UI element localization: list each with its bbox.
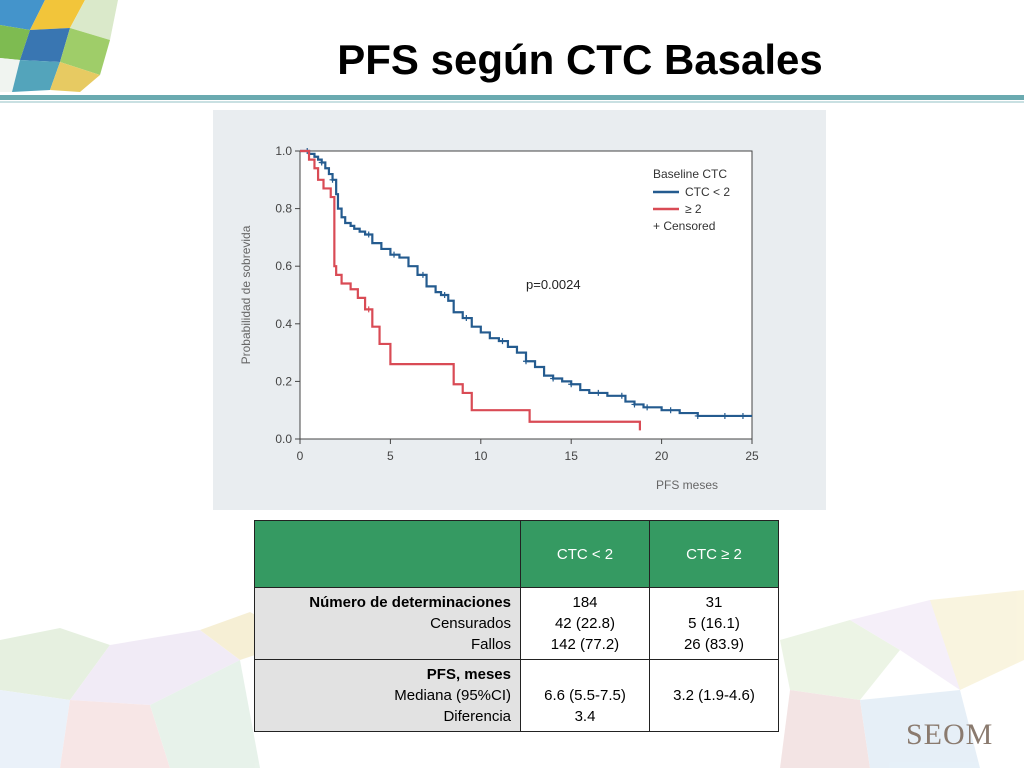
cell-value: 3.2 (1.9-4.6)	[673, 687, 755, 704]
y-tick-label: 0.2	[275, 374, 292, 388]
x-tick-label: 0	[297, 449, 304, 463]
cell-value: 5 (16.1)	[688, 615, 740, 632]
x-tick-label: 20	[655, 449, 669, 463]
seom-logo: SEOM	[906, 718, 994, 751]
survival-curve-ctc-ge2	[300, 149, 642, 431]
header-empty	[254, 520, 521, 588]
censored-mark	[523, 358, 529, 365]
title-divider-light	[0, 101, 1024, 103]
cell-value: 142 (77.2)	[550, 636, 620, 653]
censored-mark	[644, 404, 651, 411]
table-header-row: CTC < 2 CTC ≥ 2	[254, 520, 779, 588]
censored-mark	[667, 407, 674, 414]
cell-value: 31	[705, 594, 723, 611]
x-tick-label: 5	[387, 449, 394, 463]
table-row: Número de determinaciones Censurados Fal…	[254, 587, 779, 660]
cell-value: 26 (83.9)	[683, 636, 745, 653]
plot-area	[299, 150, 753, 440]
legend-censored: + Censored	[653, 219, 715, 233]
km-chart: 0.0 0.2 0.4 0.6 0.8 1.0 0 5 10 15 20 25 PFS meses Pro…	[213, 110, 826, 510]
table-row: PFS, meses Mediana (95%CI) Diferencia 6.…	[254, 659, 779, 732]
cell-value	[523, 664, 647, 685]
cell-value	[652, 706, 776, 727]
censored-mark	[694, 412, 701, 419]
censored-mark	[618, 392, 625, 399]
y-tick-label: 1.0	[275, 144, 292, 158]
title-divider	[0, 95, 1024, 100]
label-pfs-meses: PFS, meses	[426, 666, 511, 683]
y-tick-label: 0.4	[275, 317, 292, 331]
row-labels: Número de determinaciones Censurados Fal…	[254, 587, 521, 660]
censored-mark	[441, 292, 448, 298]
censored-mark	[365, 306, 372, 313]
x-tick-label: 15	[565, 449, 579, 463]
label-diferencia: Diferencia	[443, 708, 511, 725]
censored-mark	[631, 401, 638, 408]
label-censurados: Censurados	[430, 615, 511, 632]
censored-mark	[463, 315, 470, 322]
y-axis-label: Probabilidad de sobrevida	[239, 225, 253, 364]
cell-value	[652, 664, 776, 685]
ctc-lt2-values: 6.6 (5.5-7.5) 3.4	[520, 659, 650, 732]
label-fallos: Fallos	[470, 636, 511, 653]
cell-value: 184	[572, 594, 598, 611]
ctc-ge2-values: 3.2 (1.9-4.6)	[649, 659, 779, 732]
censored-mark	[391, 251, 398, 258]
header-ctc-lt2: CTC < 2	[520, 520, 650, 588]
censored-mark	[499, 338, 506, 345]
x-tick-label: 10	[474, 449, 488, 463]
km-chart-panel: 0.0 0.2 0.4 0.6 0.8 1.0 0 5 10 15 20 25 PFS meses Pro…	[213, 110, 826, 510]
censored-mark	[419, 271, 426, 278]
p-value-annotation: p=0.0024	[526, 277, 581, 292]
y-tick-label: 0.8	[275, 202, 292, 216]
cell-value: 42 (22.8)	[554, 615, 616, 632]
header-ctc-ge2: CTC ≥ 2	[649, 520, 779, 588]
legend-label: CTC < 2	[685, 185, 730, 199]
legend-label: ≥ 2	[685, 202, 702, 216]
censored-mark	[568, 381, 575, 388]
censored-mark	[739, 412, 746, 419]
y-tick-label: 0.6	[275, 259, 292, 273]
ctc-lt2-values: 184 42 (22.8) 142 (77.2)	[520, 587, 650, 660]
censored-mark	[550, 375, 557, 382]
cell-value: 3.4	[574, 708, 596, 725]
cell-value: 6.6 (5.5-7.5)	[544, 687, 626, 704]
label-determinaciones: Número de determinaciones	[309, 594, 511, 611]
legend-title: Baseline CTC	[653, 167, 727, 181]
x-tick-label: 25	[745, 449, 759, 463]
km-svg: 0.0 0.2 0.4 0.6 0.8 1.0 0 5 10 15 20 25 PFS meses Pro…	[239, 144, 759, 492]
censored-mark	[721, 412, 728, 419]
slide-title: PFS según CTC Basales	[337, 36, 823, 83]
x-axis-label: PFS meses	[656, 478, 718, 492]
censored-mark	[329, 176, 336, 183]
summary-table: CTC < 2 CTC ≥ 2 Número de determinacione…	[254, 520, 779, 732]
y-tick-label: 0.0	[275, 432, 292, 446]
censored-mark	[318, 159, 325, 166]
row-labels: PFS, meses Mediana (95%CI) Diferencia	[254, 659, 521, 732]
censored-mark	[365, 231, 372, 238]
censored-mark	[595, 389, 602, 396]
ctc-ge2-values: 31 5 (16.1) 26 (83.9)	[649, 587, 779, 660]
label-mediana: Mediana (95%CI)	[394, 687, 511, 704]
